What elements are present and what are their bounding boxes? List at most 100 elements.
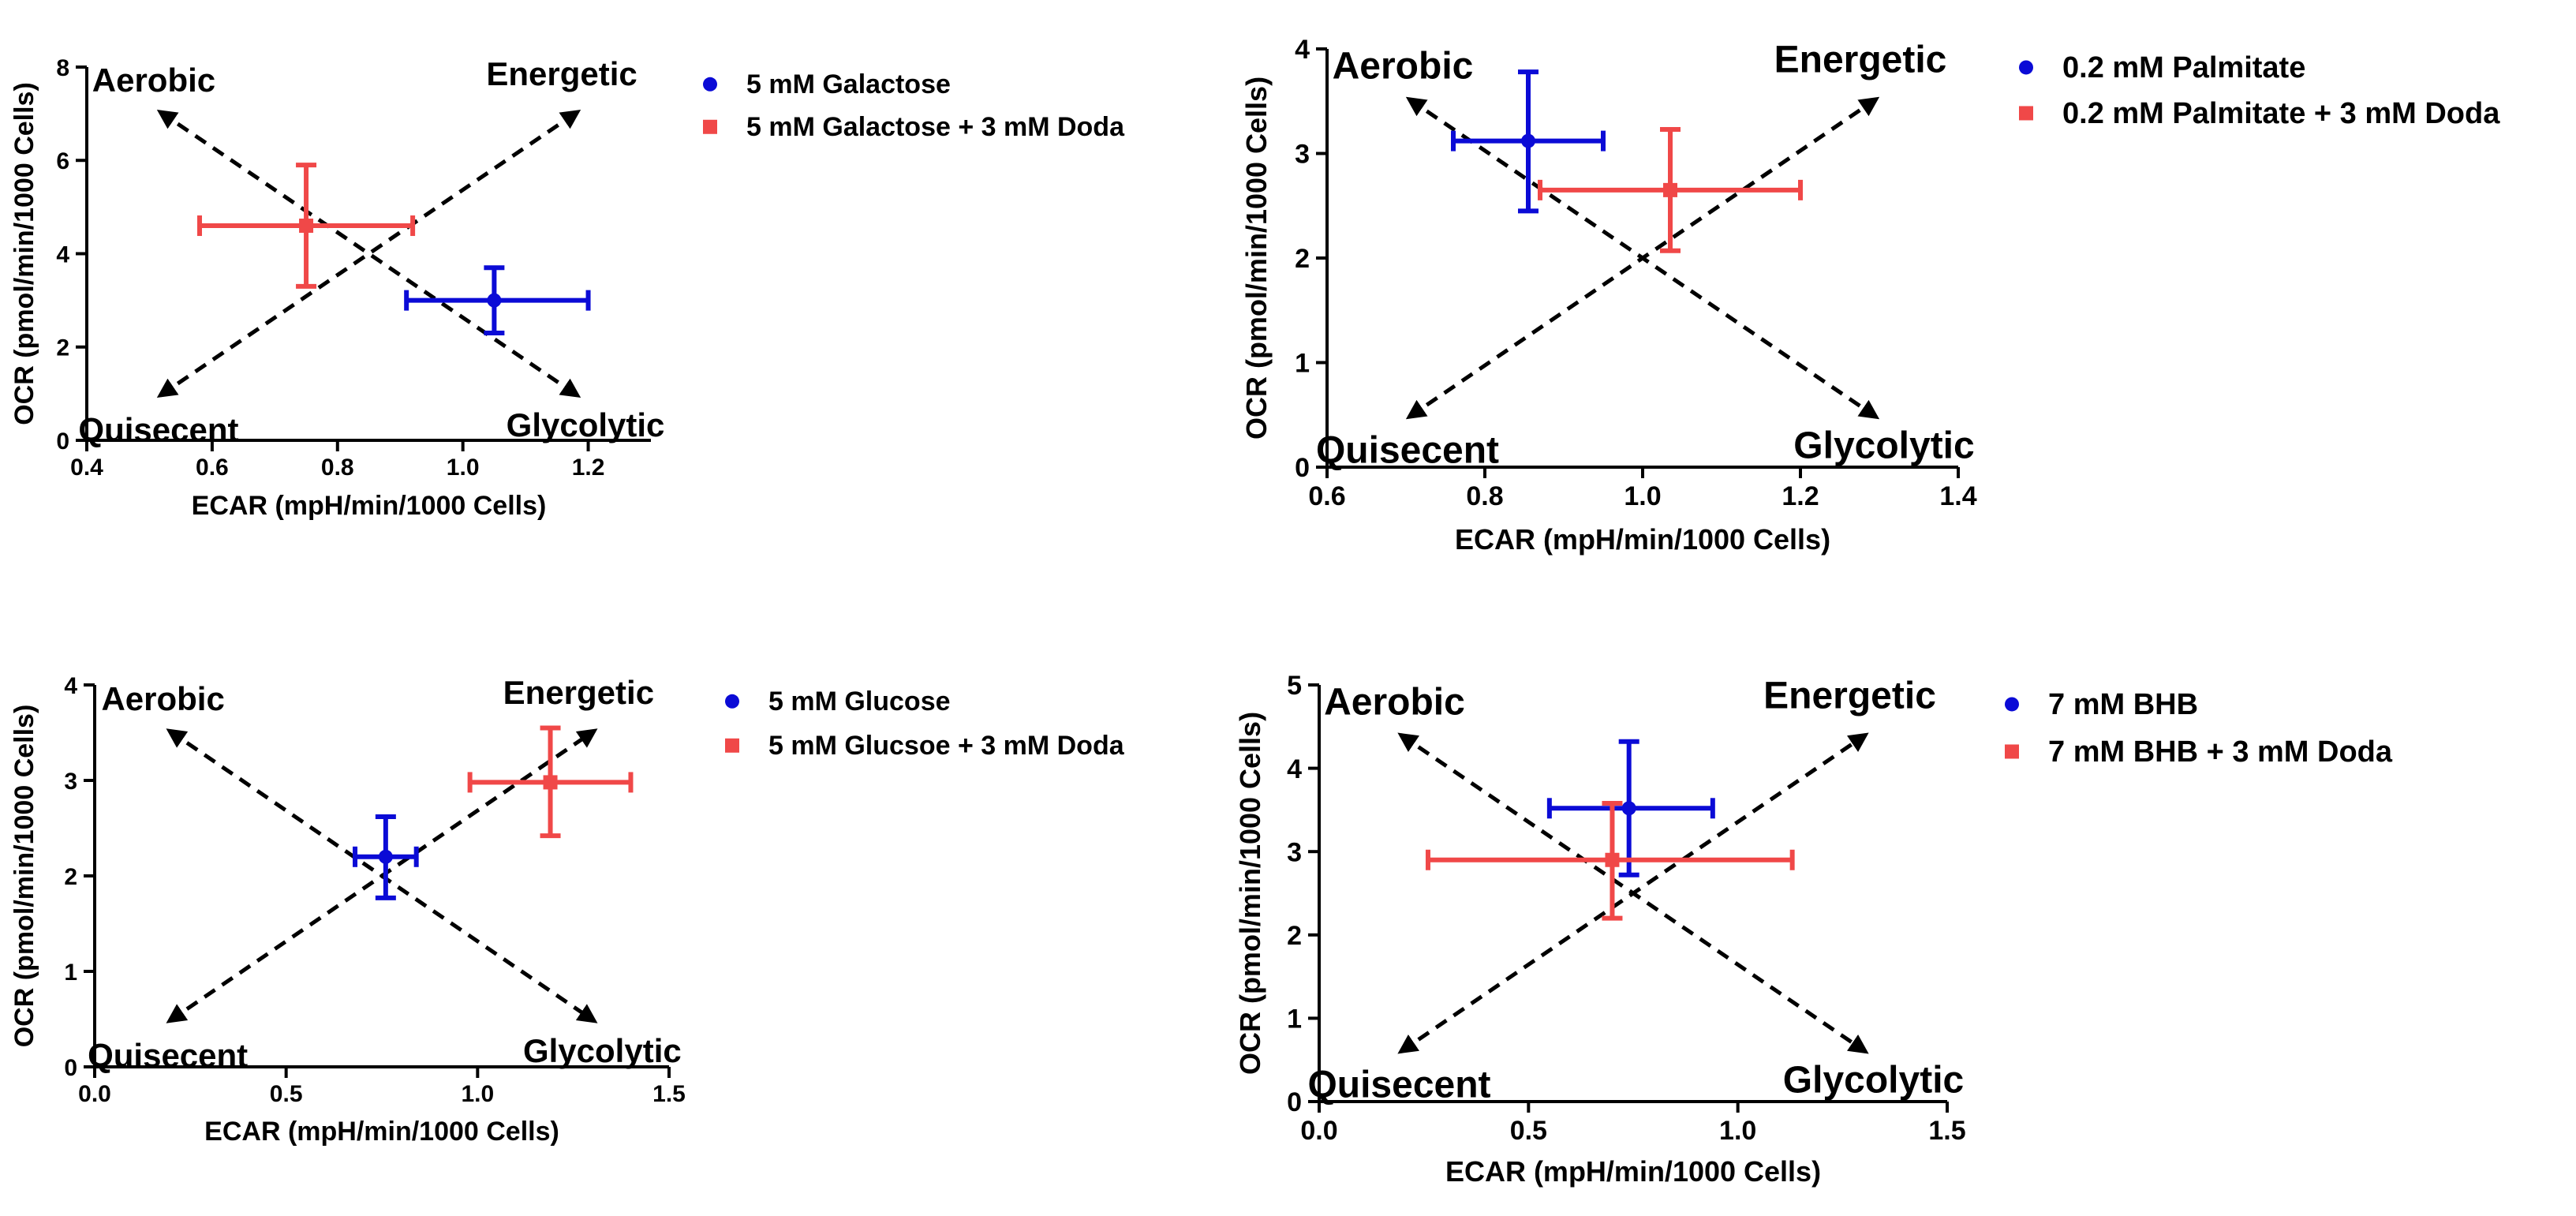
y-axis-label: OCR (pmol/min/1000 Cells)	[9, 705, 39, 1048]
y-tick-label: 4	[1295, 35, 1310, 65]
x-tick-label: 1.0	[1624, 481, 1661, 511]
quadrant-label-energetic: Energetic	[1763, 675, 1936, 717]
quadrant-label-aerobic: Aerobic	[92, 62, 215, 99]
legend-label: 0.2 mM Palmitate + 3 mM Doda	[2062, 97, 2500, 130]
series-1-point	[404, 265, 591, 336]
y-tick-label: 5	[1287, 671, 1302, 701]
quadrant-label-glycolytic: Glycolytic	[523, 1032, 682, 1069]
legend-marker-square	[2019, 106, 2033, 121]
y-tick-label: 2	[1287, 921, 1302, 951]
legend-label: 5 mM Glucose	[768, 687, 951, 717]
data-marker-circle	[378, 849, 393, 864]
legend-label: 5 mM Galactose + 3 mM Doda	[746, 112, 1125, 142]
legend: 5 mM Glucose 5 mM Glucsoe + 3 mM Doda	[725, 687, 1125, 761]
y-tick-label: 0	[1287, 1087, 1302, 1117]
y-axis-label: OCR (pmol/min/1000 Cells)	[9, 82, 39, 425]
quadrant-label-glycolytic: Glycolytic	[1783, 1060, 1964, 1102]
series-1-point	[353, 814, 419, 900]
y-axis-label: OCR (pmol/min/1000 Cells)	[1240, 77, 1273, 440]
x-tick-label: 0.6	[1308, 481, 1345, 511]
x-axis-label: ECAR (mpH/min/1000 Cells)	[1445, 1155, 1821, 1188]
y-tick-label: 1	[64, 960, 77, 986]
legend-marker-square	[703, 119, 717, 134]
quiescent-energetic-arrow	[1397, 732, 1869, 1054]
data-marker-square	[1605, 852, 1620, 867]
quadrant-label-glycolytic: Glycolytic	[507, 406, 665, 443]
quadrant-label-energetic: Energetic	[503, 674, 654, 711]
x-tick-label: 0.8	[1466, 481, 1503, 511]
data-marker-square	[299, 219, 314, 234]
x-tick-label: 1.0	[461, 1081, 494, 1107]
quadrant-label-aerobic: Aerobic	[1324, 681, 1465, 723]
chart-panel-4: 0.0 0.5 1.0 1.5 0 1 2 3 4 5 ECAR (mpH/min/1000 Cel…	[1234, 671, 2393, 1188]
y-tick-label: 1	[1287, 1005, 1302, 1035]
x-tick-label: 1.5	[1928, 1116, 1965, 1146]
legend-marker-square	[2005, 744, 2019, 759]
legend-label: 7 mM BHB + 3 mM Doda	[2048, 735, 2393, 769]
x-tick-label: 0.0	[1300, 1116, 1337, 1146]
y-tick-label: 3	[64, 769, 77, 795]
data-marker-circle	[1521, 133, 1535, 148]
x-tick-label: 1.4	[1939, 481, 1976, 511]
legend-marker-circle	[2005, 697, 2019, 712]
y-tick-label: 0	[64, 1055, 77, 1081]
legend-label: 5 mM Galactose	[746, 69, 951, 99]
y-tick-label: 8	[56, 55, 69, 81]
series-2-point	[1538, 127, 1803, 253]
legend-marker-circle	[703, 77, 717, 92]
x-axis-label: ECAR (mpH/min/1000 Cells)	[204, 1117, 559, 1147]
x-tick-label: 0.4	[70, 455, 103, 481]
y-tick-label: 2	[1295, 244, 1310, 274]
y-tick-label: 0	[56, 428, 69, 455]
x-tick-label: 0.5	[270, 1081, 303, 1107]
quadrant-label-glycolytic: Glycolytic	[1793, 425, 1974, 466]
x-tick-label: 1.2	[572, 455, 605, 481]
legend: 7 mM BHB 7 mM BHB + 3 mM Doda	[2005, 688, 2393, 769]
series-2-point	[467, 725, 634, 839]
legend-marker-square	[725, 738, 739, 753]
y-tick-label: 2	[56, 335, 69, 361]
y-tick-label: 4	[64, 673, 77, 699]
quiescent-energetic-arrow	[166, 728, 598, 1023]
data-marker-circle	[487, 293, 502, 308]
x-tick-label: 0.6	[196, 455, 229, 481]
legend-marker-circle	[2019, 60, 2033, 75]
quadrant-label-quiescent: Quisecent	[1316, 429, 1499, 471]
quadrant-label-quiescent: Quisecent	[78, 411, 238, 448]
y-tick-label: 3	[1287, 837, 1302, 867]
x-axis-label: ECAR (mpH/min/1000 Cells)	[192, 491, 547, 521]
chart-panel-3: 0.0 0.5 1.0 1.5 0 1 2 3 4 ECAR (mpH/min/1000 Cell…	[9, 673, 1125, 1147]
quadrant-label-energetic: Energetic	[486, 55, 637, 92]
legend: 5 mM Galactose 5 mM Galactose + 3 mM Doda	[703, 69, 1125, 142]
x-tick-label: 0.5	[1510, 1116, 1547, 1146]
quiescent-energetic-arrow	[1405, 96, 1880, 420]
quadrant-label-aerobic: Aerobic	[1333, 46, 1474, 88]
quadrant-label-aerobic: Aerobic	[101, 680, 224, 717]
series-1-point	[1546, 739, 1715, 877]
y-tick-label: 0	[1295, 453, 1310, 483]
series-2-point	[1425, 800, 1795, 921]
series-1-point	[1451, 69, 1606, 214]
x-axis-label: ECAR (mpH/min/1000 Cells)	[1455, 523, 1830, 556]
series-2-point	[197, 163, 416, 289]
x-tick-label: 0.0	[78, 1081, 111, 1107]
legend: 0.2 mM Palmitate 0.2 mM Palmitate + 3 mM …	[2019, 51, 2500, 130]
quadrant-label-quiescent: Quisecent	[88, 1037, 248, 1074]
quadrant-label-quiescent: Quisecent	[1307, 1064, 1490, 1106]
quadrant-label-energetic: Energetic	[1774, 39, 1947, 81]
x-tick-label: 0.8	[321, 455, 354, 481]
legend-label: 5 mM Glucsoe + 3 mM Doda	[768, 731, 1125, 761]
chart-panel-2: 0.6 0.8 1.0 1.2 1.4 0 1 2 3 4 ECAR (mpH/min/1000 C…	[1240, 35, 2500, 556]
y-axis-label: OCR (pmol/min/1000 Cells)	[1234, 712, 1266, 1075]
y-tick-label: 1	[1295, 349, 1310, 379]
legend-label: 0.2 mM Palmitate	[2062, 51, 2305, 84]
x-tick-label: 1.0	[1719, 1116, 1756, 1146]
chart-panel-1: 0.4 0.6 0.8 1.0 1.2 0 2 4 6 8 ECAR (mpH/min/1000 C…	[9, 55, 1125, 521]
legend-label: 7 mM BHB	[2048, 688, 2198, 721]
x-tick-label: 1.5	[652, 1081, 686, 1107]
y-tick-label: 6	[56, 148, 69, 174]
data-marker-circle	[1621, 801, 1636, 816]
y-tick-label: 4	[1287, 754, 1302, 784]
y-tick-label: 3	[1295, 140, 1310, 170]
